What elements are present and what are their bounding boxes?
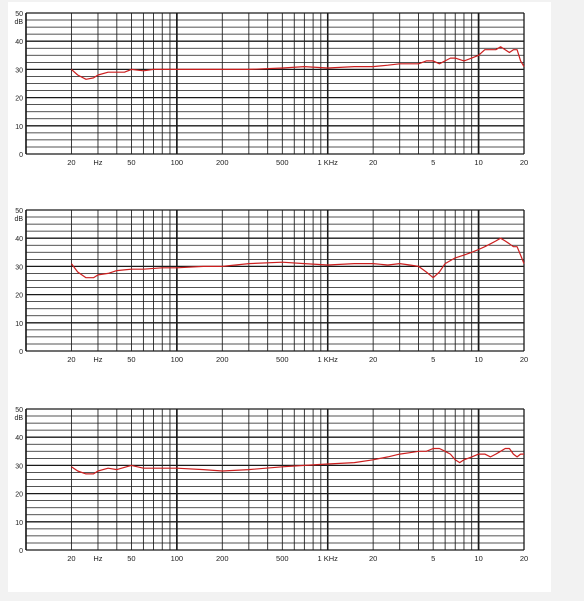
x-tick-label: 20 [67,554,75,563]
x-tick-label: 1 KHz [318,158,339,167]
x-tick-label: 1 KHz [318,554,339,563]
response-trace-1 [70,237,525,279]
x-tick-label: 20 [520,554,528,563]
x-tick-label: 50 [127,158,135,167]
y-unit-label: dB [14,415,23,422]
x-tick-label: 500 [276,355,289,364]
x-tick-label: 10 [474,158,482,167]
y-tick-label: 0 [19,548,23,555]
x-tick-label: 200 [216,554,229,563]
y-tick-label: 40 [15,435,23,442]
y-tick-label: 10 [15,124,23,131]
y-tick-label: 0 [19,349,23,356]
x-tick-label: 20 [520,355,528,364]
y-unit-label: dB [14,19,23,26]
x-tick-label: 20 [67,158,75,167]
y-tick-label: 50 [15,208,23,215]
x-tick-label: 20 [369,158,377,167]
y-tick-label: 50 [15,11,23,18]
x-tick-label: 20 [67,355,75,364]
x-tick-label: 5 [431,355,435,364]
y-unit-label: dB [14,216,23,223]
x-tick-label: 200 [216,158,229,167]
y-tick-label: 30 [15,264,23,271]
x-tick-label: 5 [431,158,435,167]
response-trace-1 [71,447,524,475]
x-tick-label: 5 [431,554,435,563]
x-tick-label: Hz [93,554,102,563]
y-tick-label: 20 [15,492,23,499]
y-tick-label: 40 [15,39,23,46]
x-tick-label: 50 [127,355,135,364]
x-tick-label: 1 KHz [318,355,339,364]
y-tick-label: 10 [15,321,23,328]
x-tick-label: 10 [474,355,482,364]
x-tick-label: Hz [93,158,102,167]
y-tick-label: 0 [19,152,23,159]
x-tick-label: 20 [520,158,528,167]
x-tick-label: 100 [171,554,184,563]
y-tick-label: 10 [15,520,23,527]
x-tick-label: 20 [369,554,377,563]
y-tick-label: 30 [15,463,23,470]
x-tick-label: 500 [276,158,289,167]
y-tick-label: 50 [15,407,23,414]
x-tick-label: 200 [216,355,229,364]
y-tick-label: 20 [15,293,23,300]
x-tick-label: 500 [276,554,289,563]
y-tick-label: 30 [15,67,23,74]
x-tick-label: 100 [171,355,184,364]
x-tick-label: 100 [171,158,184,167]
y-tick-label: 20 [15,96,23,103]
x-tick-label: 50 [127,554,135,563]
x-tick-label: Hz [93,355,102,364]
x-tick-label: 10 [474,554,482,563]
x-tick-label: 20 [369,355,377,364]
response-trace-1 [71,46,525,80]
y-tick-label: 40 [15,236,23,243]
